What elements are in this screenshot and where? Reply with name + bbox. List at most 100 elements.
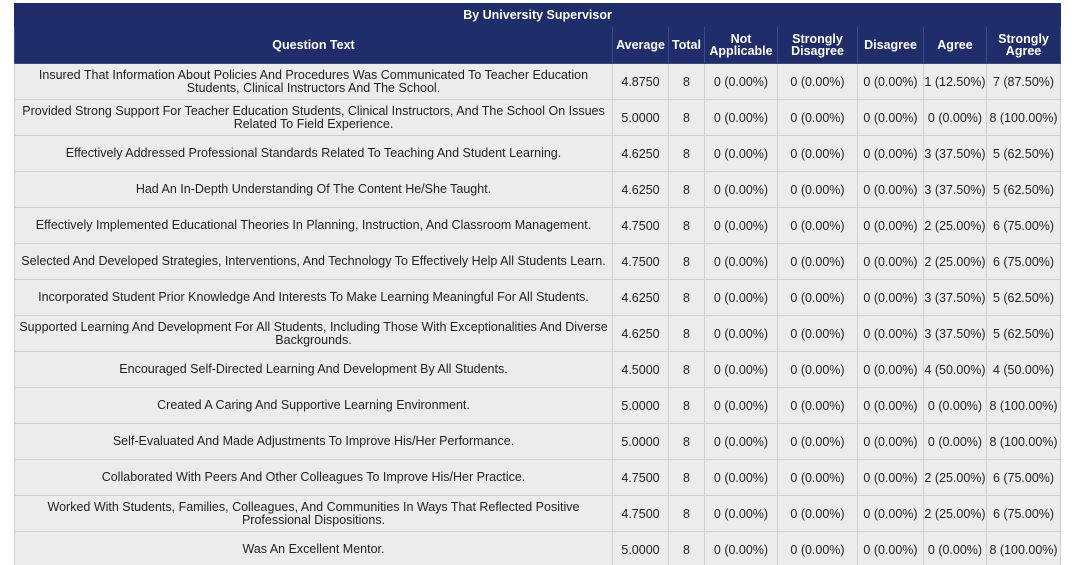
strongly-disagree-cell: 0 (0.00%): [777, 135, 858, 172]
question-text-cell: Self-Evaluated And Made Adjustments To I…: [14, 423, 613, 460]
strongly-disagree-cell: 0 (0.00%): [777, 99, 858, 136]
disagree-cell: 0 (0.00%): [857, 207, 924, 244]
strongly-agree-cell: 6 (75.00%): [985, 207, 1062, 244]
question-text-cell: Created A Caring And Supportive Learning…: [14, 387, 613, 424]
average-cell: 4.8750: [612, 63, 669, 100]
disagree-cell: 0 (0.00%): [857, 495, 924, 532]
table-row: Was An Excellent Mentor. 5.0000 8 0 (0.00%)…: [14, 531, 1062, 565]
total-cell: 8: [668, 243, 705, 280]
table-body: Insured That Information About Policies …: [14, 63, 1062, 565]
strongly-agree-cell: 8 (100.00%): [985, 423, 1062, 460]
strongly-agree-cell: 7 (87.50%): [985, 63, 1062, 100]
disagree-cell: 0 (0.00%): [857, 351, 924, 388]
table-row: Effectively Addressed Professional Stand…: [14, 135, 1062, 172]
strongly-agree-cell: 6 (75.00%): [985, 495, 1062, 532]
disagree-cell: 0 (0.00%): [857, 423, 924, 460]
agree-cell: 1 (12.50%): [923, 63, 987, 100]
agree-cell: 2 (25.00%): [923, 495, 987, 532]
average-cell: 5.0000: [612, 99, 669, 136]
agree-cell: 0 (0.00%): [923, 423, 987, 460]
column-header-question-text: Question Text: [14, 26, 613, 64]
column-header-disagree: Disagree: [857, 26, 924, 64]
agree-cell: 3 (37.50%): [923, 315, 987, 352]
total-cell: 8: [668, 171, 705, 208]
disagree-cell: 0 (0.00%): [857, 531, 924, 565]
strongly-disagree-cell: 0 (0.00%): [777, 459, 858, 496]
total-cell: 8: [668, 423, 705, 460]
average-cell: 4.6250: [612, 279, 669, 316]
table-row: Worked With Students, Families, Colleagu…: [14, 495, 1062, 532]
agree-cell: 3 (37.50%): [923, 279, 987, 316]
average-cell: 4.7500: [612, 243, 669, 280]
strongly-disagree-cell: 0 (0.00%): [777, 171, 858, 208]
question-text-cell: Encouraged Self-Directed Learning And De…: [14, 351, 613, 388]
not-applicable-cell: 0 (0.00%): [704, 423, 778, 460]
not-applicable-cell: 0 (0.00%): [704, 171, 778, 208]
strongly-disagree-cell: 0 (0.00%): [777, 243, 858, 280]
not-applicable-cell: 0 (0.00%): [704, 351, 778, 388]
table-row: Collaborated With Peers And Other Collea…: [14, 459, 1062, 496]
total-cell: 8: [668, 459, 705, 496]
strongly-disagree-cell: 0 (0.00%): [777, 531, 858, 565]
disagree-cell: 0 (0.00%): [857, 243, 924, 280]
total-cell: 8: [668, 279, 705, 316]
question-text-cell: Insured That Information About Policies …: [14, 63, 613, 100]
average-cell: 4.6250: [612, 135, 669, 172]
column-header-average: Average: [612, 26, 669, 64]
average-cell: 4.6250: [612, 315, 669, 352]
strongly-agree-cell: 6 (75.00%): [985, 459, 1062, 496]
not-applicable-cell: 0 (0.00%): [704, 315, 778, 352]
not-applicable-cell: 0 (0.00%): [704, 387, 778, 424]
disagree-cell: 0 (0.00%): [857, 279, 924, 316]
column-header-agree: Agree: [923, 26, 987, 64]
strongly-disagree-cell: 0 (0.00%): [777, 279, 858, 316]
disagree-cell: 0 (0.00%): [857, 315, 924, 352]
table-row: Self-Evaluated And Made Adjustments To I…: [14, 423, 1062, 460]
table-row: Created A Caring And Supportive Learning…: [14, 387, 1062, 424]
not-applicable-cell: 0 (0.00%): [704, 279, 778, 316]
column-header-strongly-disagree: Strongly Disagree: [777, 26, 858, 64]
agree-cell: 2 (25.00%): [923, 243, 987, 280]
question-text-cell: Provided Strong Support For Teacher Educ…: [14, 99, 613, 136]
column-header-row: Question Text Average Total Not Applicab…: [14, 26, 1062, 64]
strongly-disagree-cell: 0 (0.00%): [777, 351, 858, 388]
agree-cell: 2 (25.00%): [923, 459, 987, 496]
total-cell: 8: [668, 387, 705, 424]
table-row: Selected And Developed Strategies, Inter…: [14, 243, 1062, 280]
strongly-agree-cell: 5 (62.50%): [985, 135, 1062, 172]
table-row: Supported Learning And Development For A…: [14, 315, 1062, 352]
table-row: Encouraged Self-Directed Learning And De…: [14, 351, 1062, 388]
total-cell: 8: [668, 135, 705, 172]
strongly-agree-cell: 8 (100.00%): [985, 99, 1062, 136]
average-cell: 4.6250: [612, 171, 669, 208]
strongly-agree-cell: 5 (62.50%): [985, 279, 1062, 316]
average-cell: 4.7500: [612, 207, 669, 244]
strongly-disagree-cell: 0 (0.00%): [777, 63, 858, 100]
not-applicable-cell: 0 (0.00%): [704, 243, 778, 280]
not-applicable-cell: 0 (0.00%): [704, 63, 778, 100]
strongly-disagree-cell: 0 (0.00%): [777, 495, 858, 532]
not-applicable-cell: 0 (0.00%): [704, 135, 778, 172]
total-cell: 8: [668, 99, 705, 136]
agree-cell: 3 (37.50%): [923, 171, 987, 208]
question-text-cell: Effectively Addressed Professional Stand…: [14, 135, 613, 172]
question-text-cell: Effectively Implemented Educational Theo…: [14, 207, 613, 244]
column-header-strongly-agree: Strongly Agree: [985, 26, 1062, 64]
agree-cell: 0 (0.00%): [923, 387, 987, 424]
disagree-cell: 0 (0.00%): [857, 387, 924, 424]
strongly-agree-cell: 6 (75.00%): [985, 243, 1062, 280]
table-row: Had An In-Depth Understanding Of The Con…: [14, 171, 1062, 208]
strongly-agree-cell: 8 (100.00%): [985, 531, 1062, 565]
strongly-disagree-cell: 0 (0.00%): [777, 207, 858, 244]
question-text-cell: Collaborated With Peers And Other Collea…: [14, 459, 613, 496]
total-cell: 8: [668, 207, 705, 244]
agree-cell: 3 (37.50%): [923, 135, 987, 172]
total-cell: 8: [668, 495, 705, 532]
question-text-cell: Had An In-Depth Understanding Of The Con…: [14, 171, 613, 208]
not-applicable-cell: 0 (0.00%): [704, 207, 778, 244]
agree-cell: 2 (25.00%): [923, 207, 987, 244]
disagree-cell: 0 (0.00%): [857, 135, 924, 172]
table-row: Incorporated Student Prior Knowledge And…: [14, 279, 1062, 316]
agree-cell: 0 (0.00%): [923, 99, 987, 136]
table-row: Provided Strong Support For Teacher Educ…: [14, 99, 1062, 136]
